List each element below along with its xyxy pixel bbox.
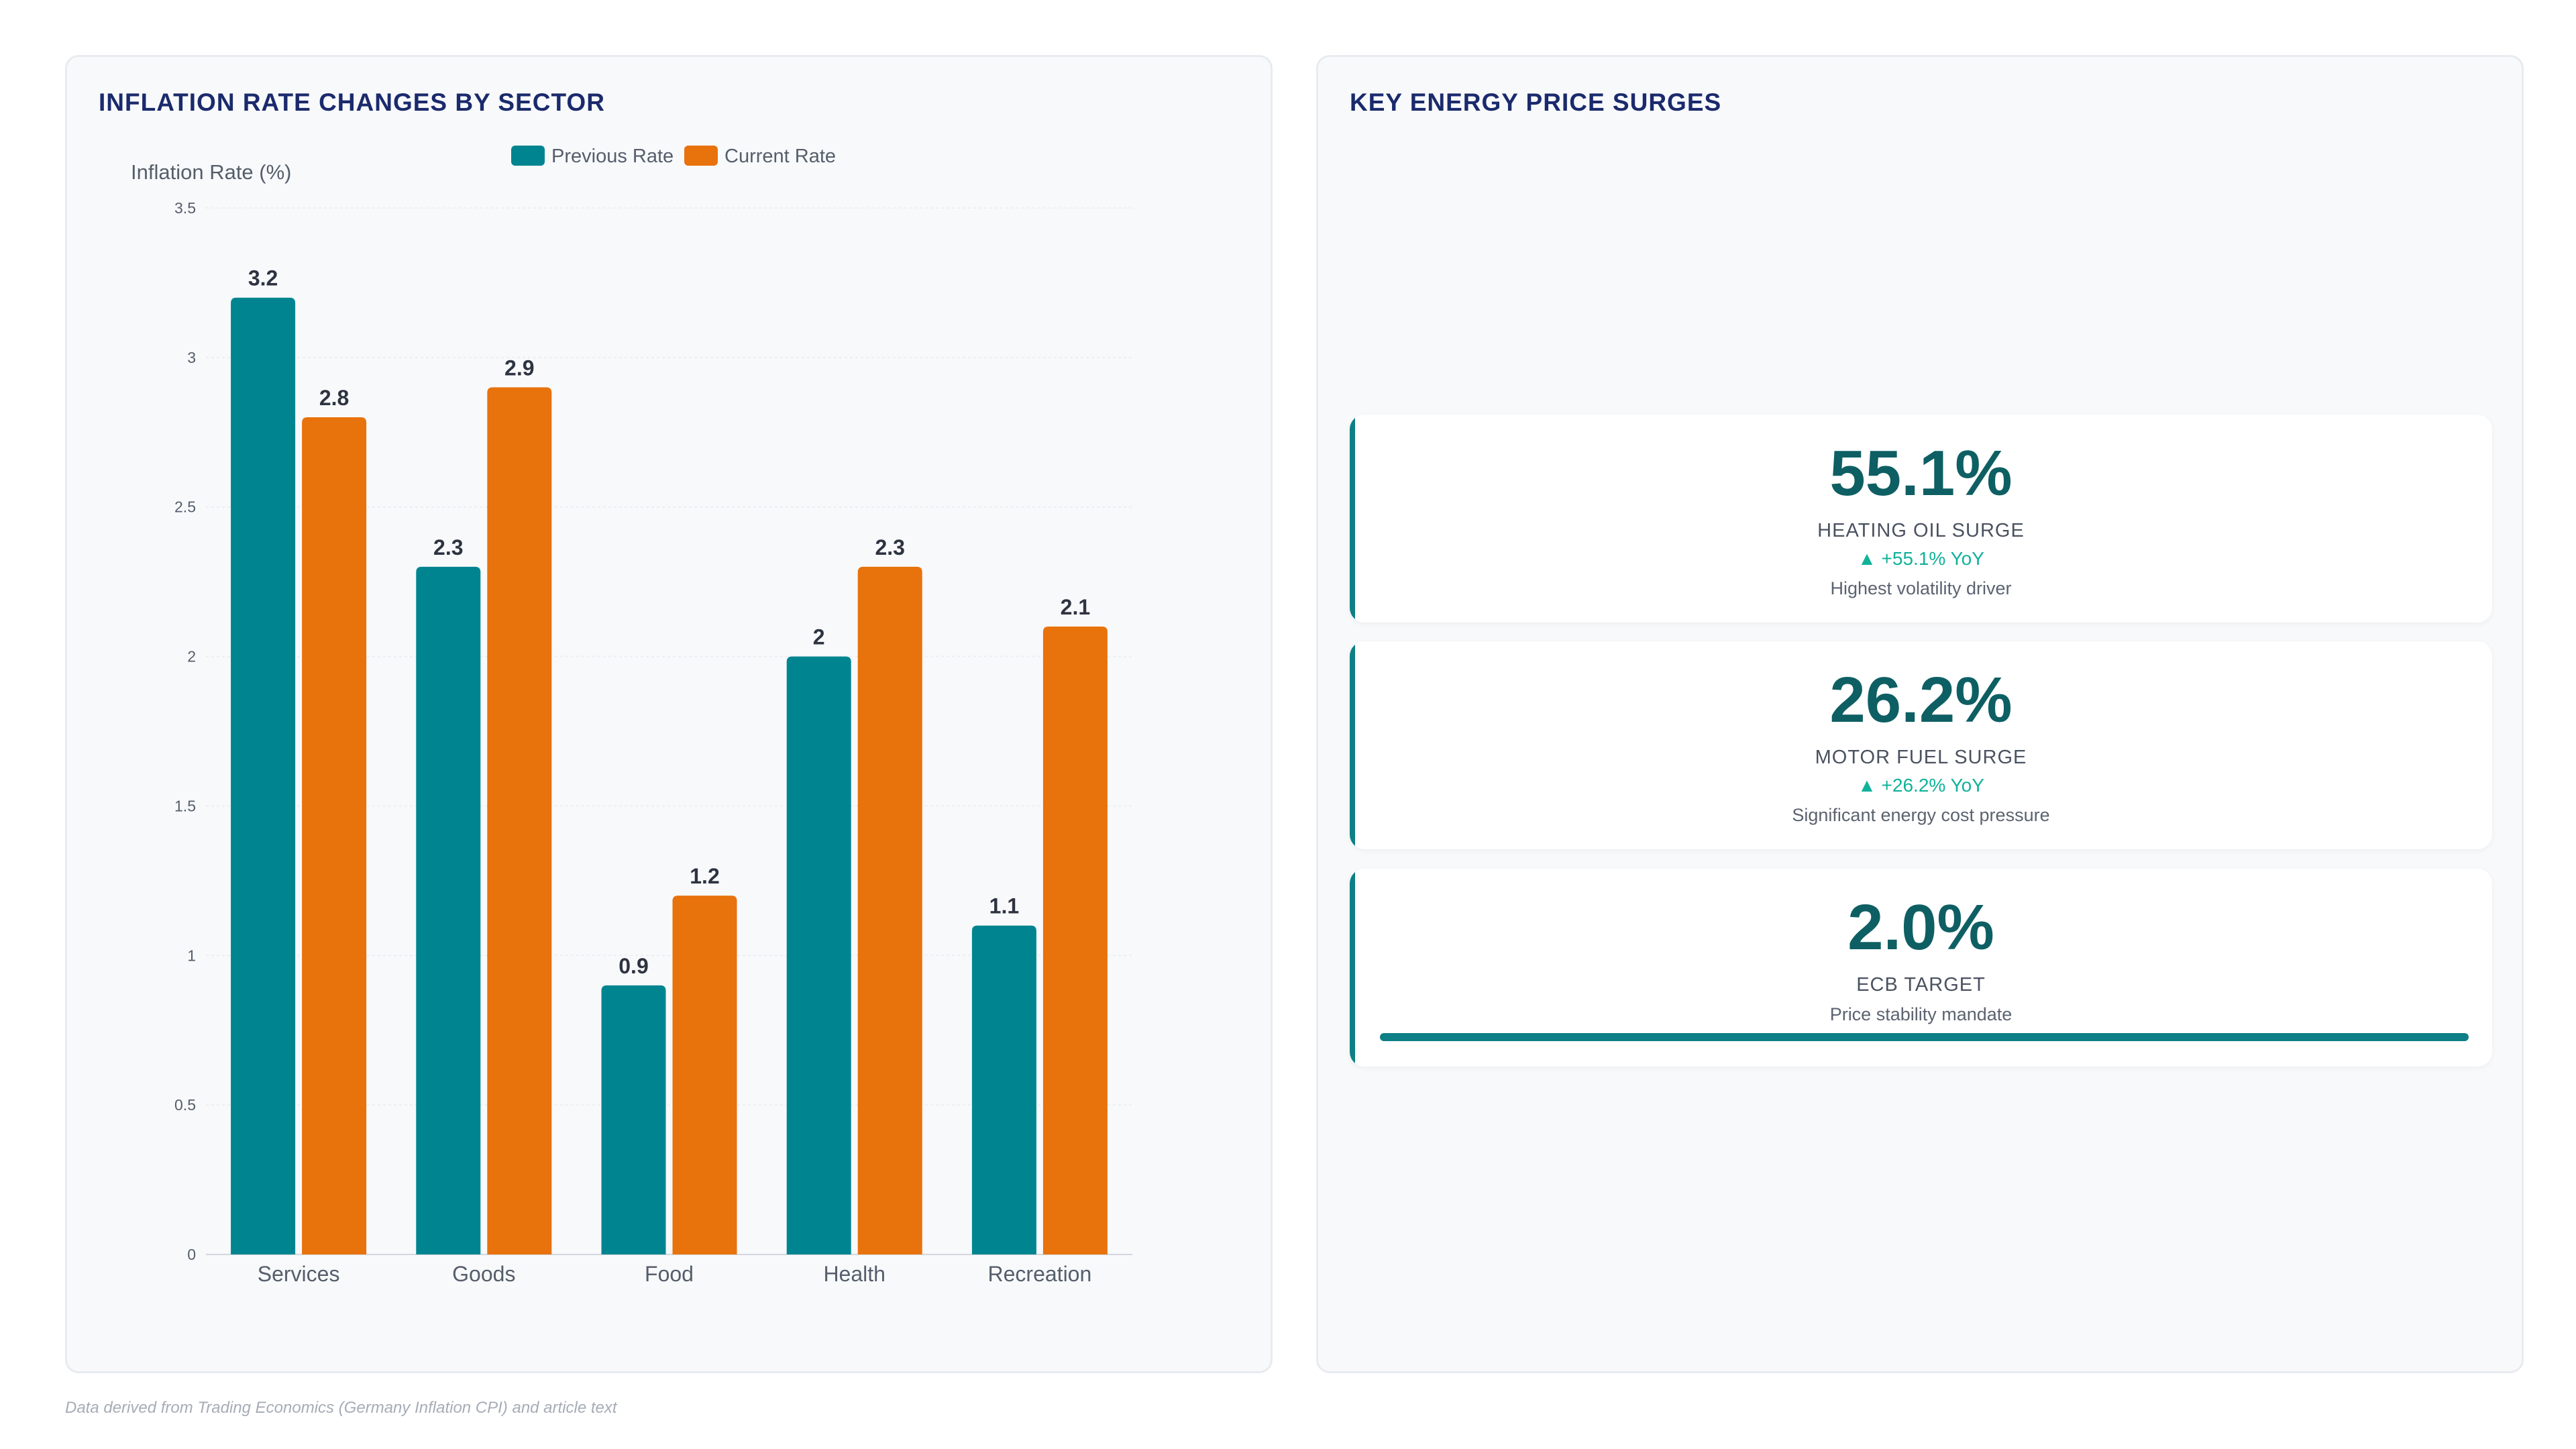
metric-value: 2.0% — [1847, 892, 1994, 963]
card-accent-bar — [1350, 869, 1355, 1067]
data-label: 1.1 — [989, 894, 1019, 918]
bar-previous — [786, 656, 851, 1254]
legend-swatch — [684, 146, 718, 166]
metric-label: HEATING OIL SURGE — [1817, 520, 2025, 541]
metrics-panel-title: KEY ENERGY PRICE SURGES — [1350, 89, 1722, 116]
y-tick-label: 2 — [187, 648, 196, 665]
legend-label: Current Rate — [724, 146, 836, 167]
bar-current — [1042, 627, 1108, 1254]
metric-value: 26.2% — [1829, 664, 2012, 736]
metric-note: Significant energy cost pressure — [1792, 805, 2050, 825]
y-tick-label: 2.5 — [174, 498, 196, 516]
legend-label: Previous Rate — [551, 146, 674, 167]
card-accent-bar — [1350, 415, 1355, 623]
metric-card-ecb-target: 2.0% ECB TARGET Price stability mandate — [1350, 869, 2492, 1067]
bar-previous — [971, 925, 1036, 1254]
bar-current — [487, 387, 552, 1254]
bar-previous — [416, 566, 481, 1254]
legend-swatch — [511, 146, 545, 166]
data-label: 2.3 — [433, 535, 463, 559]
card-accent-bar — [1350, 641, 1355, 849]
bar-current — [857, 566, 922, 1254]
data-label: 0.9 — [619, 954, 648, 978]
data-label: 3.2 — [248, 266, 278, 290]
x-tick-label: Recreation — [988, 1262, 1092, 1286]
x-tick-label: Services — [258, 1262, 340, 1286]
metrics-panel: KEY ENERGY PRICE SURGES 55.1% HEATING OI… — [1316, 55, 2524, 1373]
bar-current — [302, 417, 367, 1254]
data-label: 2.1 — [1061, 595, 1090, 619]
metric-label: ECB TARGET — [1856, 974, 1986, 996]
data-label: 2 — [813, 625, 825, 649]
metric-change: ▲ +26.2% YoY — [1858, 775, 1984, 796]
y-tick-label: 3 — [187, 349, 196, 366]
y-axis-title: Inflation Rate (%) — [131, 160, 292, 184]
y-tick-label: 1.5 — [174, 797, 196, 814]
metric-card-motor-fuel: 26.2% MOTOR FUEL SURGE ▲ +26.2% YoY Sign… — [1350, 641, 2492, 849]
bar-previous — [231, 297, 296, 1254]
metric-card-heating-oil: 55.1% HEATING OIL SURGE ▲ +55.1% YoY Hig… — [1350, 415, 2492, 623]
y-tick-label: 0 — [187, 1246, 196, 1263]
x-tick-label: Goods — [452, 1262, 515, 1286]
bar-previous — [601, 985, 666, 1254]
y-tick-label: 1 — [187, 947, 196, 964]
bar-current — [672, 896, 737, 1254]
x-tick-label: Food — [645, 1262, 694, 1286]
metric-value: 55.1% — [1829, 437, 2012, 509]
data-label: 2.3 — [875, 535, 904, 559]
bar-chart: 0 0.5 1 1.5 2 2.5 3 3.5 Inflation Rate (%) Previo… — [131, 146, 1132, 1286]
data-label: 1.2 — [690, 864, 719, 888]
chart-panel: INFLATION RATE CHANGES BY SECTOR 0 0.5 1 1.… — [65, 55, 1273, 1373]
target-progress-bar — [1380, 1033, 2469, 1041]
metric-change: ▲ +55.1% YoY — [1858, 548, 1984, 569]
metric-note: Price stability mandate — [1829, 1004, 2012, 1024]
metric-note: Highest volatility driver — [1830, 578, 2012, 598]
source-footnote: Data derived from Trading Economics (Ger… — [65, 1399, 617, 1417]
y-tick-label: 0.5 — [174, 1096, 196, 1114]
chart-panel-title: INFLATION RATE CHANGES BY SECTOR — [99, 89, 605, 116]
data-label: 2.8 — [319, 386, 349, 410]
y-tick-label: 3.5 — [174, 199, 196, 217]
data-label: 2.9 — [504, 356, 534, 380]
x-tick-label: Health — [823, 1262, 885, 1286]
metric-label: MOTOR FUEL SURGE — [1815, 747, 2027, 768]
